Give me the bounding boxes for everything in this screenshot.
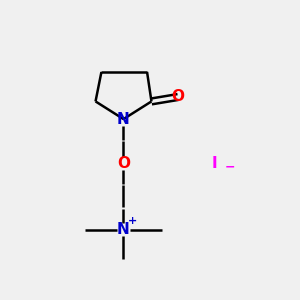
Text: N: N [117, 222, 130, 237]
Text: I: I [212, 156, 218, 171]
Text: +: + [128, 216, 137, 226]
Text: O: O [117, 156, 130, 171]
Text: O: O [172, 89, 184, 104]
Text: N: N [117, 112, 130, 127]
Text: −: − [224, 160, 235, 173]
